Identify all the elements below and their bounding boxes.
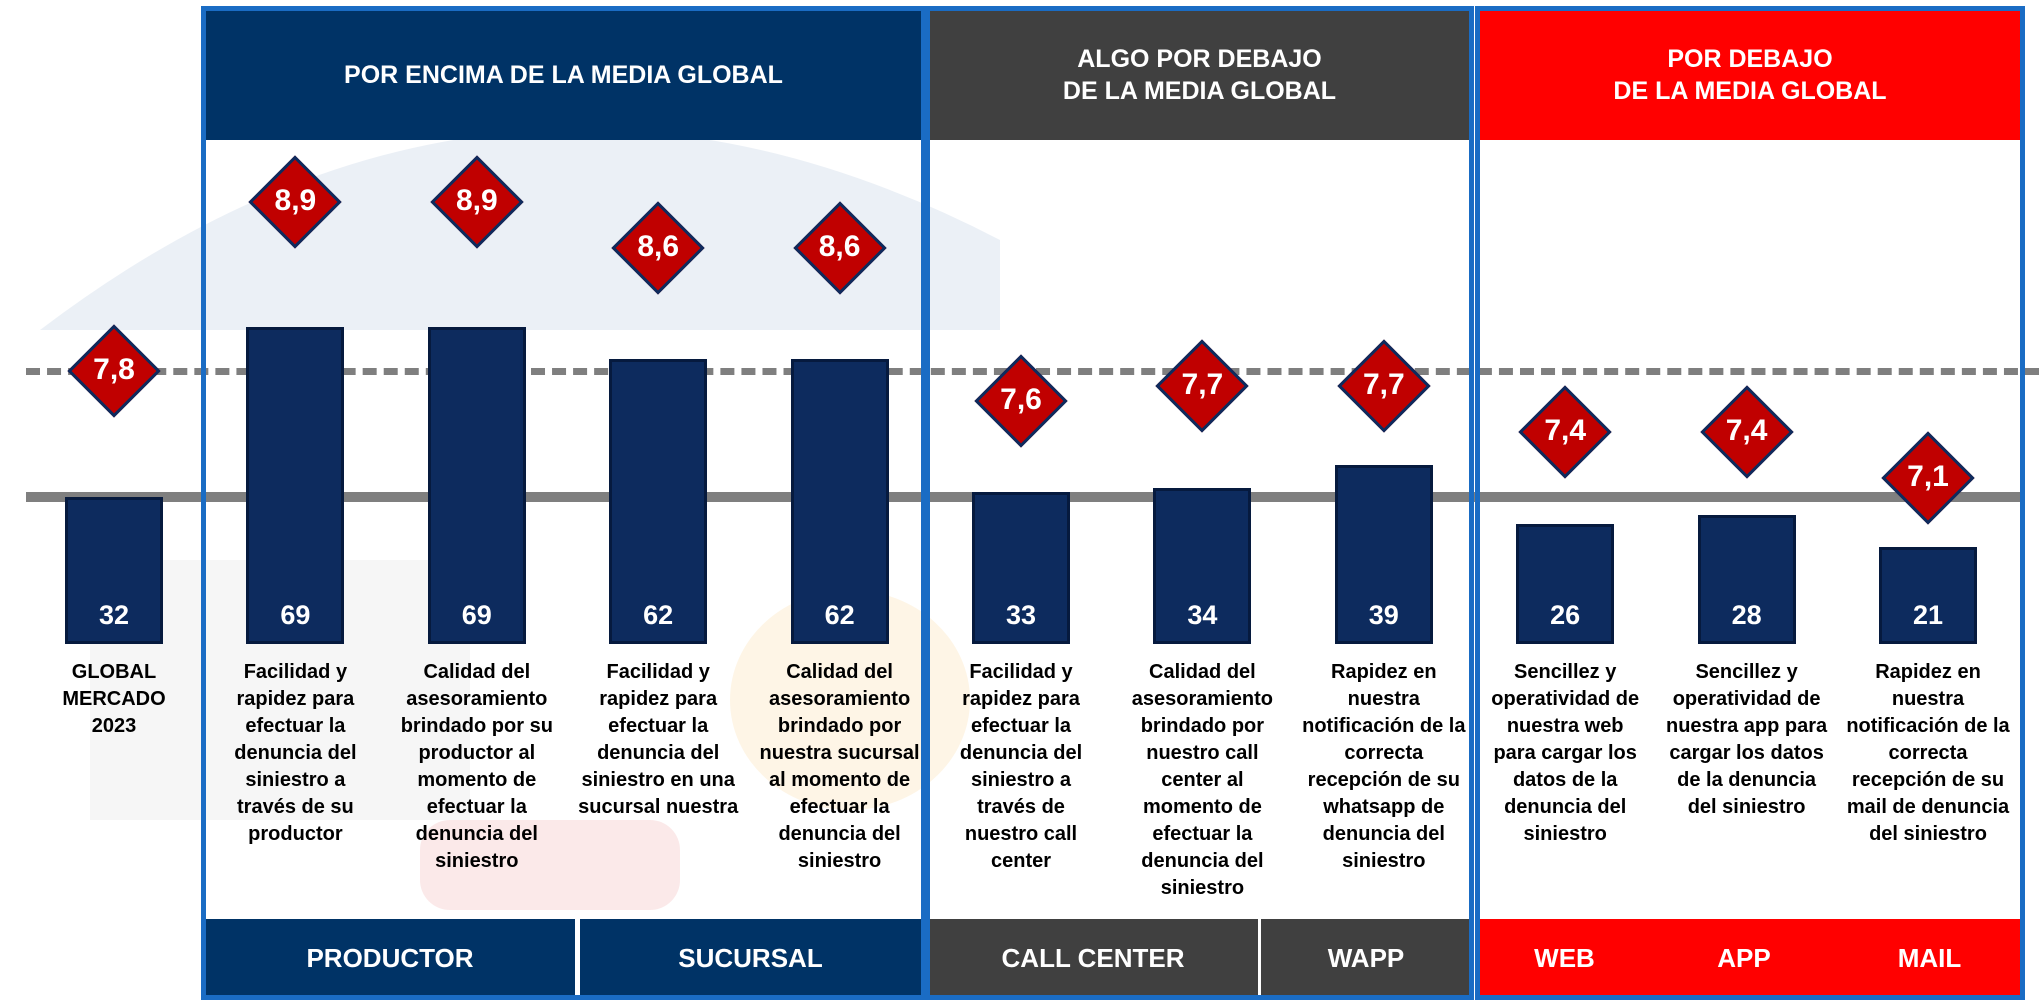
category-label: Rapidez en nuestra notificación de la co…: [1846, 661, 2010, 845]
bar-value-label: 33: [1005, 600, 1037, 630]
section-header: ALGO POR DEBAJO DE LA MEDIA GLOBAL: [928, 10, 1471, 140]
score-label: 8,9: [274, 184, 317, 218]
footer-divider: [575, 919, 580, 997]
score-label: 7,4: [1544, 413, 1587, 447]
section-border: [201, 6, 926, 1000]
bar: [1516, 524, 1615, 644]
score-label: 8,6: [637, 230, 680, 264]
category-label: Sencillez y operatividad de nuestra web …: [1491, 661, 1640, 845]
bar-value-label: 69: [461, 600, 492, 630]
section-border: [925, 6, 1474, 1000]
score-label: 7,4: [1725, 413, 1768, 447]
bar: [609, 358, 708, 644]
bar-value-label: 32: [98, 600, 130, 630]
bar: [1334, 464, 1433, 644]
score-label: 8,9: [455, 184, 498, 218]
bar-value-label: 62: [643, 600, 674, 630]
score-label: 7,7: [1181, 367, 1224, 401]
bar: [1879, 547, 1977, 644]
channel-footer: WAPP: [1261, 919, 1471, 997]
category-label: Facilidad y rapidez para efectuar la den…: [959, 661, 1083, 872]
score-label: 7,7: [1362, 367, 1405, 401]
category-label: Calidad del asesoramiento brindado por s…: [400, 661, 553, 872]
bar: [65, 496, 163, 644]
bar: [246, 326, 345, 644]
category-label: Facilidad y rapidez para efectuar la den…: [234, 661, 357, 845]
score-label: 8,6: [818, 230, 861, 264]
channel-footer: MAIL: [1837, 919, 2022, 997]
section-header: POR DEBAJO DE LA MEDIA GLOBAL: [1478, 10, 2022, 140]
channel-footer: WEB: [1478, 919, 1651, 997]
bar-value-label: 69: [280, 600, 311, 630]
category-label: Rapidez en nuestra notificación de la co…: [1302, 661, 1466, 872]
channel-footer: PRODUCTOR: [204, 919, 576, 997]
section-border: [1475, 6, 2025, 1000]
bar: [790, 358, 889, 644]
category-label: GLOBAL MERCADO 2023: [62, 661, 166, 737]
category-label: Calidad del asesoramiento brindado por n…: [759, 661, 920, 872]
category-label: Calidad del asesoramiento brindado por n…: [1131, 661, 1273, 899]
score-label: 7,6: [1000, 383, 1042, 417]
bar: [1153, 487, 1252, 644]
bar-value-label: 21: [1912, 600, 1944, 630]
bar-value-label: 26: [1550, 600, 1581, 630]
category-label: Facilidad y rapidez para efectuar la den…: [578, 661, 739, 818]
bar-value-label: 39: [1368, 600, 1399, 630]
bar-value-label: 62: [824, 600, 855, 630]
category-label: Sencillez y operatividad de nuestra app …: [1666, 661, 1828, 818]
bar: [427, 326, 526, 644]
channel-footer: CALL CENTER: [928, 919, 1258, 997]
bar: [1697, 515, 1796, 644]
bar: [972, 492, 1070, 644]
score-label: 7,8: [93, 352, 135, 386]
bar-value-label: 34: [1187, 600, 1218, 630]
channel-footer: SUCURSAL: [580, 919, 921, 997]
score-label: 7,1: [1907, 459, 1949, 493]
section-header: POR ENCIMA DE LA MEDIA GLOBAL: [204, 10, 923, 140]
bar-value-label: 28: [1731, 600, 1762, 630]
channel-footer: APP: [1651, 919, 1837, 997]
